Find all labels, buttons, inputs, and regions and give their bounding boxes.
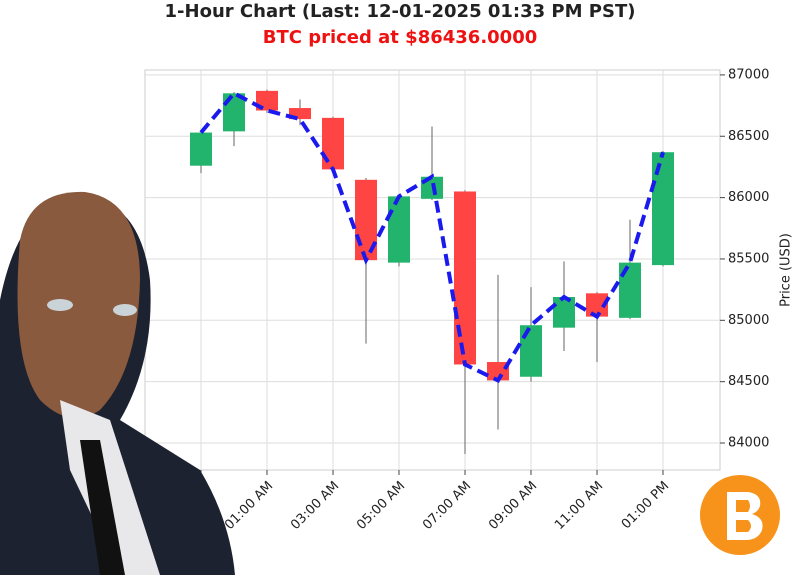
candle-body: [289, 108, 311, 120]
y-tick-label: 84500: [728, 374, 769, 389]
y-tick-label: 84000: [728, 436, 769, 451]
chart-subtitle: BTC priced at $86436.0000: [263, 27, 538, 48]
x-tick-label: 01:00 AM: [222, 479, 276, 533]
candle-body: [190, 132, 212, 166]
x-tick-label: 03:00 AM: [288, 479, 342, 533]
candle-body: [322, 117, 344, 170]
x-tick-label: 11:00 AM: [552, 479, 606, 533]
candle-body: [454, 191, 476, 365]
y-tick-label: 86000: [728, 190, 769, 205]
y-tick-label: 87000: [728, 67, 769, 82]
illustration: [0, 191, 780, 575]
candle-body: [388, 196, 410, 263]
x-tick-label: 07:00 AM: [420, 479, 474, 533]
candle-body: [652, 152, 674, 266]
y-tick-label: 85500: [728, 251, 769, 266]
candle-body: [553, 296, 575, 328]
y-axis-label: Price (USD): [779, 233, 794, 307]
x-tick-label: 01:00 PM: [619, 479, 672, 532]
candle-body: [619, 262, 641, 318]
candle-body: [487, 362, 509, 381]
y-tick-label: 86500: [728, 129, 769, 144]
close-line: [199, 90, 665, 384]
candle-body: [520, 325, 542, 377]
y-tick-label: 85000: [728, 313, 769, 328]
x-tick-label: 05:00 AM: [354, 479, 408, 533]
x-tick-label: 09:00 AM: [486, 479, 540, 533]
candle-body: [586, 293, 608, 317]
chart-title: 1-Hour Chart (Last: 12-01-2025 01:33 PM …: [165, 1, 636, 22]
